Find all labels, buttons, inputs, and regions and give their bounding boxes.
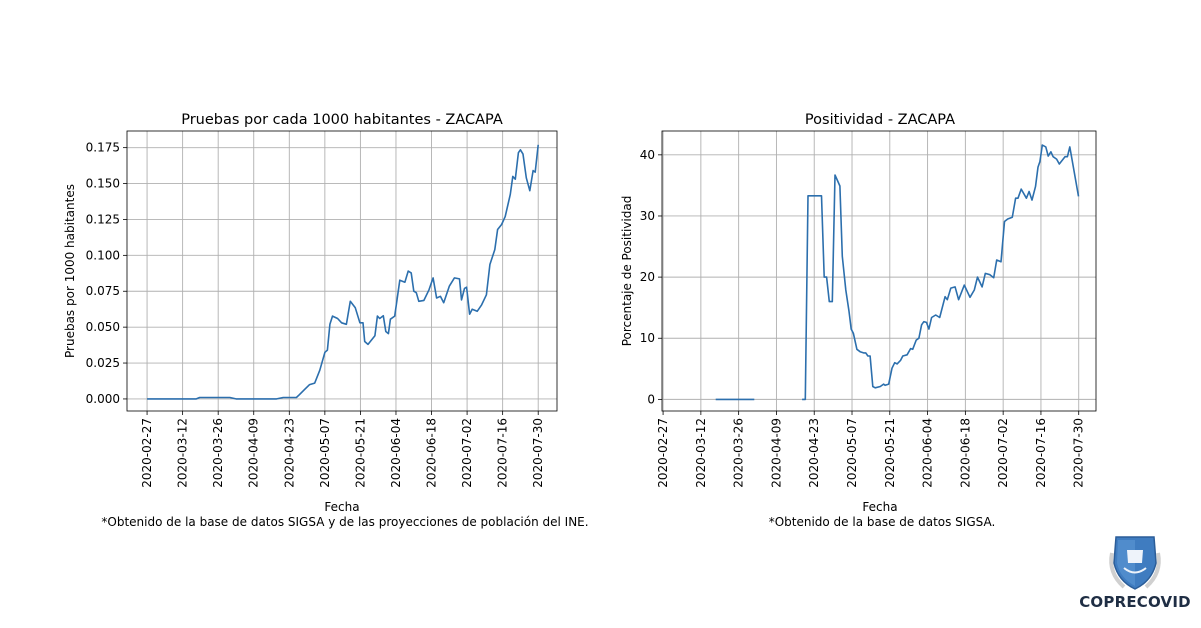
x-tick-label: 2020-04-09: [769, 418, 783, 488]
x-tick-label: 2020-06-18: [958, 418, 972, 488]
x-tick-label: 2020-06-18: [425, 418, 439, 488]
y-tick-label: 0.000: [86, 392, 120, 406]
x-tick-label: 2020-06-04: [921, 418, 935, 488]
tests-per-1000-chart: Pruebas por cada 1000 habitantes - ZACAP…: [63, 112, 589, 529]
x-tick-label: 2020-05-07: [845, 418, 859, 488]
axes-frame: [126, 130, 558, 412]
y-tick-label: 20: [640, 270, 655, 284]
chart-title: Positividad - ZACAPA: [805, 112, 955, 128]
x-tick-label: 2020-07-30: [531, 418, 545, 488]
x-tick-label: 2020-07-30: [1072, 418, 1086, 488]
y-axis-label: Porcentaje de Positividad: [620, 196, 634, 347]
x-tick-label: 2020-05-21: [883, 418, 897, 488]
footnote: *Obtenido de la base de datos SIGSA.: [769, 515, 996, 529]
logo-text: COPRECOVID: [1079, 593, 1191, 611]
x-tick-label: 2020-05-21: [353, 418, 367, 488]
y-tick-label: 10: [640, 331, 655, 345]
x-tick-label: 2020-02-27: [656, 418, 670, 488]
x-tick-label: 2020-05-07: [318, 418, 332, 488]
series-line: [715, 144, 1080, 401]
x-axis-label: Fecha: [324, 500, 359, 514]
y-tick-label: 30: [640, 209, 655, 223]
grid: [662, 131, 1096, 411]
y-tick-label: 40: [640, 148, 655, 162]
coprecovid-logo: COPRECOVID: [1072, 533, 1198, 623]
x-tick-label: 2020-03-12: [176, 418, 190, 488]
x-tick-label: 2020-07-02: [996, 418, 1010, 488]
positivity-chart: Positividad - ZACAPA Porcentaje de Posit…: [620, 112, 1097, 529]
x-tick-label: 2020-04-09: [247, 418, 261, 488]
x-tick-label: 2020-02-27: [140, 418, 154, 488]
y-tick-label: 0.050: [86, 320, 120, 334]
y-axis-label: Pruebas por 1000 habitantes: [63, 184, 77, 358]
x-tick-label: 2020-07-02: [460, 418, 474, 488]
y-tick-label: 0.175: [86, 141, 120, 155]
x-tick-label: 2020-04-23: [282, 418, 296, 488]
y-tick-label: 0.100: [86, 248, 120, 262]
shield-emblem-icon: [1109, 536, 1161, 590]
y-tick-label: 0.150: [86, 177, 120, 191]
x-tick-label: 2020-03-26: [211, 418, 225, 488]
y-tick-label: 0.075: [86, 284, 120, 298]
x-tick-label: 2020-06-04: [389, 418, 403, 488]
y-tick-label: 0.125: [86, 212, 120, 226]
x-tick-label: 2020-07-16: [496, 418, 510, 488]
footnote: *Obtenido de la base de datos SIGSA y de…: [101, 515, 588, 529]
grid: [127, 131, 557, 411]
y-tick-label: 0: [647, 392, 655, 406]
x-tick-label: 2020-07-16: [1034, 418, 1048, 488]
axes-frame: [661, 130, 1097, 412]
y-tick-label: 0.025: [86, 356, 120, 370]
series-line: [147, 144, 539, 400]
x-axis-label: Fecha: [862, 500, 897, 514]
x-tick-label: 2020-04-23: [807, 418, 821, 488]
chart-title: Pruebas por cada 1000 habitantes - ZACAP…: [181, 112, 503, 128]
x-tick-label: 2020-03-26: [732, 418, 746, 488]
x-tick-label: 2020-03-12: [694, 418, 708, 488]
